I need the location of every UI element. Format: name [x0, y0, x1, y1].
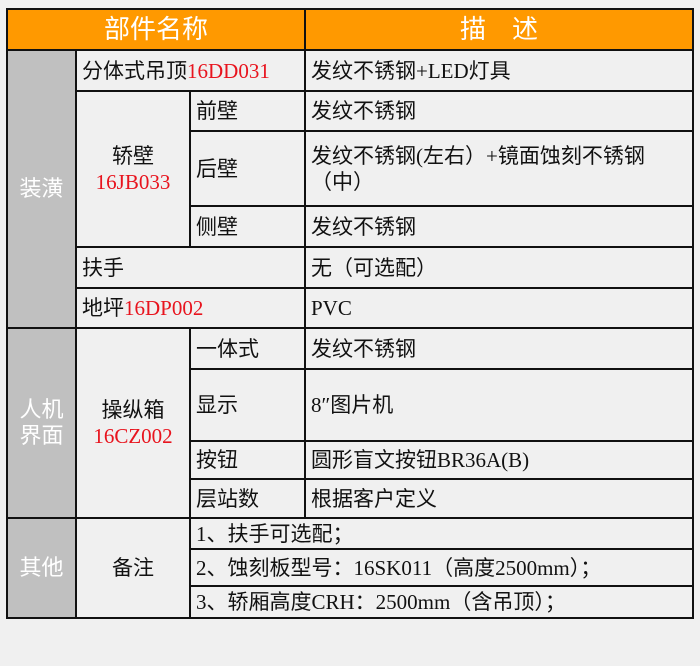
- sub-side-wall: 侧壁: [191, 207, 306, 248]
- header-description: 描 述: [306, 10, 692, 51]
- part-code: 16JB033: [95, 170, 171, 194]
- part-operating-panel: 操纵箱 16CZ002: [77, 329, 191, 519]
- sub-rear-wall: 后壁: [191, 132, 306, 207]
- desc-floor-count: 根据客户定义: [306, 480, 692, 519]
- part-floor: 地坪 16DP002: [77, 289, 306, 329]
- desc-integrated: 发纹不锈钢: [306, 329, 692, 370]
- part-code: 16DD031: [187, 58, 270, 83]
- part-label: 地坪: [82, 296, 124, 320]
- desc-handrail: 无（可选配）: [306, 248, 692, 289]
- part-ceiling: 分体式吊顶 16DD031: [77, 51, 306, 92]
- part-label: 分体式吊顶: [82, 58, 187, 83]
- desc-side-wall: 发纹不锈钢: [306, 207, 692, 248]
- desc-floor: PVC: [306, 289, 692, 329]
- part-label: 操纵箱: [101, 398, 165, 422]
- category-hmi: 人机界面: [8, 329, 77, 519]
- part-code: 16DP002: [124, 296, 204, 320]
- sub-button: 按钮: [191, 442, 306, 480]
- category-decoration: 装潢: [8, 51, 77, 329]
- note-2: 2、蚀刻板型号：16SK011（高度2500mm）；: [191, 550, 692, 587]
- part-label: 轿壁: [112, 144, 154, 168]
- header-part-name: 部件名称: [8, 10, 306, 51]
- part-code: 16CZ002: [93, 424, 173, 448]
- note-1: 1、扶手可选配；: [191, 519, 692, 550]
- part-remarks: 备注: [77, 519, 191, 617]
- desc-button: 圆形盲文按钮BR36A(B): [306, 442, 692, 480]
- sub-front-wall: 前壁: [191, 92, 306, 132]
- component-table: 部件名称 描 述 装潢 分体式吊顶 16DD031 发纹不锈钢+LED灯具 轿壁 1…: [6, 8, 694, 619]
- desc-ceiling: 发纹不锈钢+LED灯具: [306, 51, 692, 92]
- desc-rear-wall: 发纹不锈钢(左右）+镜面蚀刻不锈钢（中）: [306, 132, 692, 207]
- sub-display: 显示: [191, 370, 306, 442]
- sub-floor-count: 层站数: [191, 480, 306, 519]
- desc-front-wall: 发纹不锈钢: [306, 92, 692, 132]
- sub-integrated: 一体式: [191, 329, 306, 370]
- note-3: 3、轿厢高度CRH：2500mm（含吊顶）；: [196, 590, 566, 614]
- desc-display: 8″图片机: [306, 370, 692, 442]
- category-other: 其他: [8, 519, 77, 617]
- part-handrail: 扶手: [77, 248, 306, 289]
- part-car-wall: 轿壁 16JB033: [77, 92, 191, 248]
